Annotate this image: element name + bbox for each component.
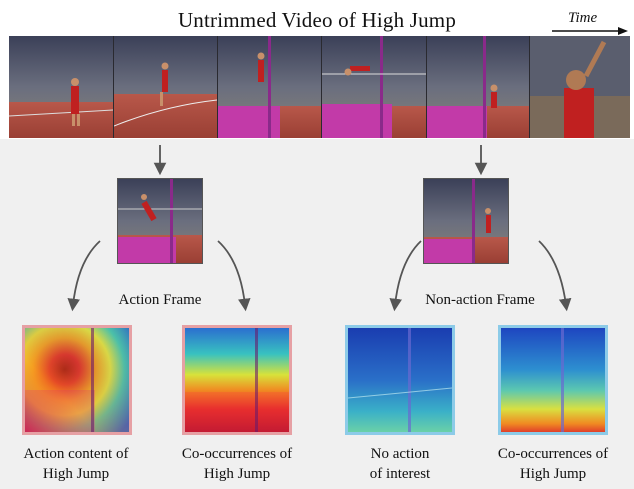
caption-line: No action <box>370 446 430 462</box>
video-frame-4 <box>322 36 426 138</box>
non-action-frame-caption: Non-action Frame <box>425 292 535 308</box>
arrow-to-action-content-map <box>67 240 101 312</box>
time-arrow <box>552 26 630 36</box>
video-frame-5 <box>427 36 529 138</box>
arrow-to-action-cooccurrence-map <box>217 240 251 312</box>
action-content-caption: Action content of High Jump <box>6 444 146 484</box>
video-frame-1 <box>9 36 113 138</box>
action-frame-caption: Action Frame <box>118 292 202 308</box>
non-action-cooccurrence-caption: Co-occurrences of High Jump <box>480 444 626 484</box>
video-frame-6 <box>530 36 630 138</box>
caption-line: Action content of <box>23 446 129 462</box>
video-frame-3 <box>218 36 321 138</box>
caption-line: High Jump <box>203 466 271 482</box>
action-cooccurrence-caption: Co-occurrences of High Jump <box>164 444 310 484</box>
no-action-caption: No action of interest <box>330 444 470 484</box>
non-action-frame-image <box>423 178 509 264</box>
caption-line: High Jump <box>42 466 110 482</box>
caption-line: of interest <box>369 466 431 482</box>
action-content-map <box>22 325 132 435</box>
caption-line: Co-occurrences of <box>497 446 609 462</box>
flow-arrows <box>67 145 572 312</box>
action-cooccurrence-map <box>182 325 292 435</box>
no-action-map <box>345 325 455 435</box>
action-frame-image <box>117 178 203 264</box>
video-frame-strip <box>9 36 630 138</box>
time-label: Time <box>568 10 598 26</box>
caption-line: Co-occurrences of <box>181 446 293 462</box>
non-action-cooccurrence-map <box>498 325 608 435</box>
caption-line: High Jump <box>519 466 587 482</box>
arrow-to-non-action-cooccurrence-map <box>538 240 572 312</box>
arrow-to-no-action-map <box>389 240 422 312</box>
figure-title: Untrimmed Video of High Jump <box>177 8 457 32</box>
video-frame-2 <box>114 36 217 138</box>
